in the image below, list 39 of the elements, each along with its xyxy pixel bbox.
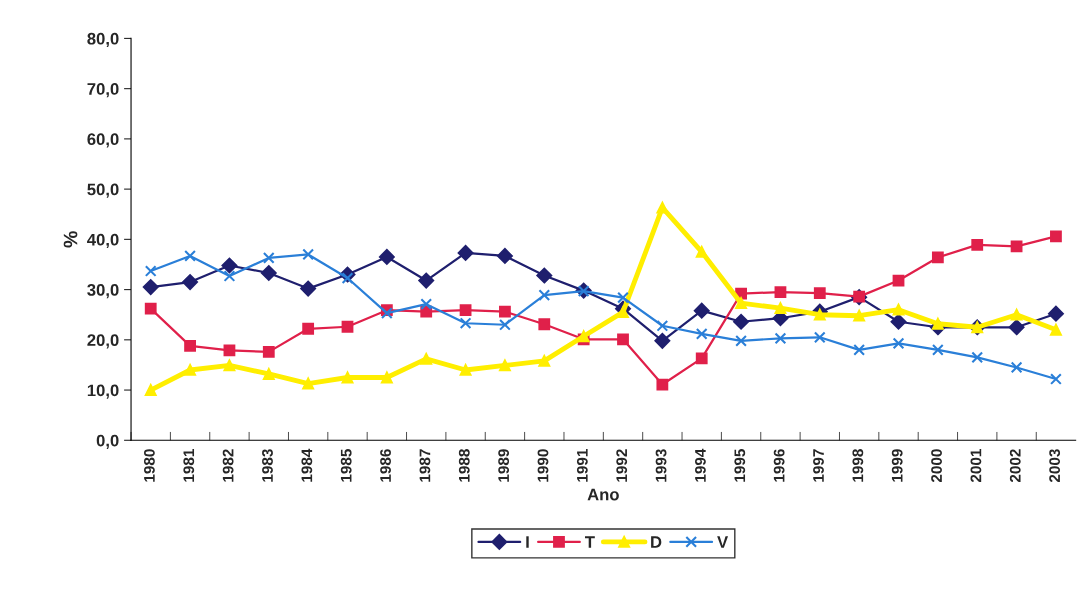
y-tick-label: 30,0 (87, 283, 119, 299)
y-tick-label: 70,0 (87, 83, 119, 98)
x-tick-label: 1991 (576, 449, 588, 482)
x-tick-label: 1990 (537, 449, 549, 482)
x-tick-label: 1984 (301, 448, 313, 482)
x-tick-label: 2003 (1049, 449, 1061, 483)
y-axis-title: % (63, 231, 78, 248)
x-tick-label: 1980 (144, 449, 155, 482)
x-tick-label: 2000 (931, 449, 942, 483)
x-tick-label: 1983 (262, 449, 273, 482)
legend-label: I (526, 536, 529, 548)
x-tick-label: 1986 (380, 449, 391, 482)
y-tick-label: 80,0 (87, 32, 119, 48)
y-tick-label: 40,0 (87, 233, 119, 248)
x-tick-label: 1987 (419, 449, 431, 482)
x-tick-label: 1996 (773, 449, 785, 482)
y-tick-label: 0,0 (96, 434, 119, 449)
x-tick-label: 1981 (183, 449, 195, 482)
x-tick-label: 1999 (891, 449, 903, 482)
x-tick-label: 1982 (222, 449, 234, 482)
x-tick-label: 1988 (458, 449, 470, 482)
legend-label: D (651, 536, 662, 548)
x-tick-label: 1985 (340, 449, 352, 482)
y-tick-label: 60,0 (87, 133, 119, 148)
legend-label: V (717, 536, 729, 548)
y-tick-label: 20,0 (87, 334, 119, 349)
x-tick-label: 1995 (734, 449, 746, 482)
x-tick-label: 2001 (970, 449, 982, 483)
x-axis-title: Ano (587, 488, 619, 501)
x-tick-label: 1992 (616, 449, 628, 482)
legend-label: T (585, 536, 595, 548)
x-tick-label: 1993 (655, 449, 667, 482)
y-tick-label: 50,0 (87, 183, 119, 198)
x-tick-label: 1994 (695, 448, 706, 482)
x-tick-label: 2002 (1009, 449, 1021, 483)
x-tick-label: 1989 (498, 449, 510, 482)
x-tick-label: 1997 (813, 449, 824, 482)
x-tick-label: 1998 (852, 449, 864, 482)
y-tick-label: 10,0 (87, 384, 119, 399)
